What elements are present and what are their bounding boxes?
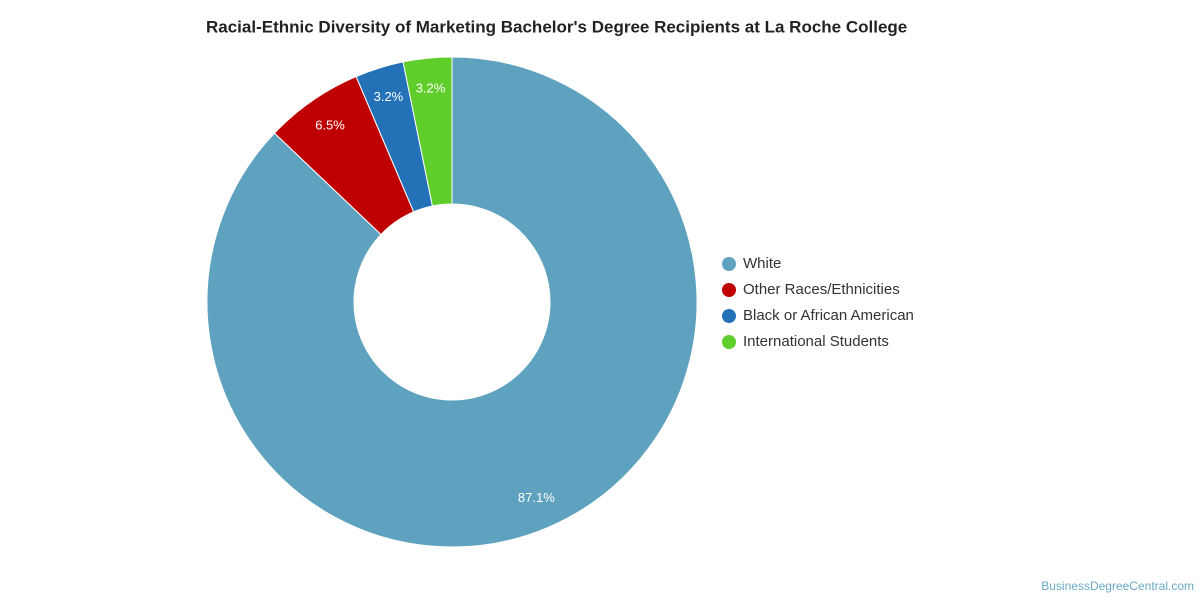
donut-segment (402, 56, 453, 207)
legend-swatch (722, 335, 736, 349)
credit: BusinessDegreeCentral.com (1041, 579, 1194, 593)
legend-swatch (722, 309, 736, 323)
legend-swatch (722, 257, 736, 271)
data-label: 87.1% (518, 490, 555, 505)
legend-swatch (722, 283, 736, 297)
data-label: 6.5% (315, 118, 345, 133)
legend-label: Black or African American (743, 307, 914, 324)
chart-title: Racial-Ethnic Diversity of Marketing Bac… (206, 17, 907, 36)
data-label: 3.2% (416, 81, 446, 96)
donut-segment (206, 56, 698, 548)
legend-label: Other Races/Ethnicities (743, 281, 900, 298)
data-label: 3.2% (374, 89, 404, 104)
legend-label: White (743, 255, 781, 272)
legend-label: International Students (743, 333, 889, 350)
